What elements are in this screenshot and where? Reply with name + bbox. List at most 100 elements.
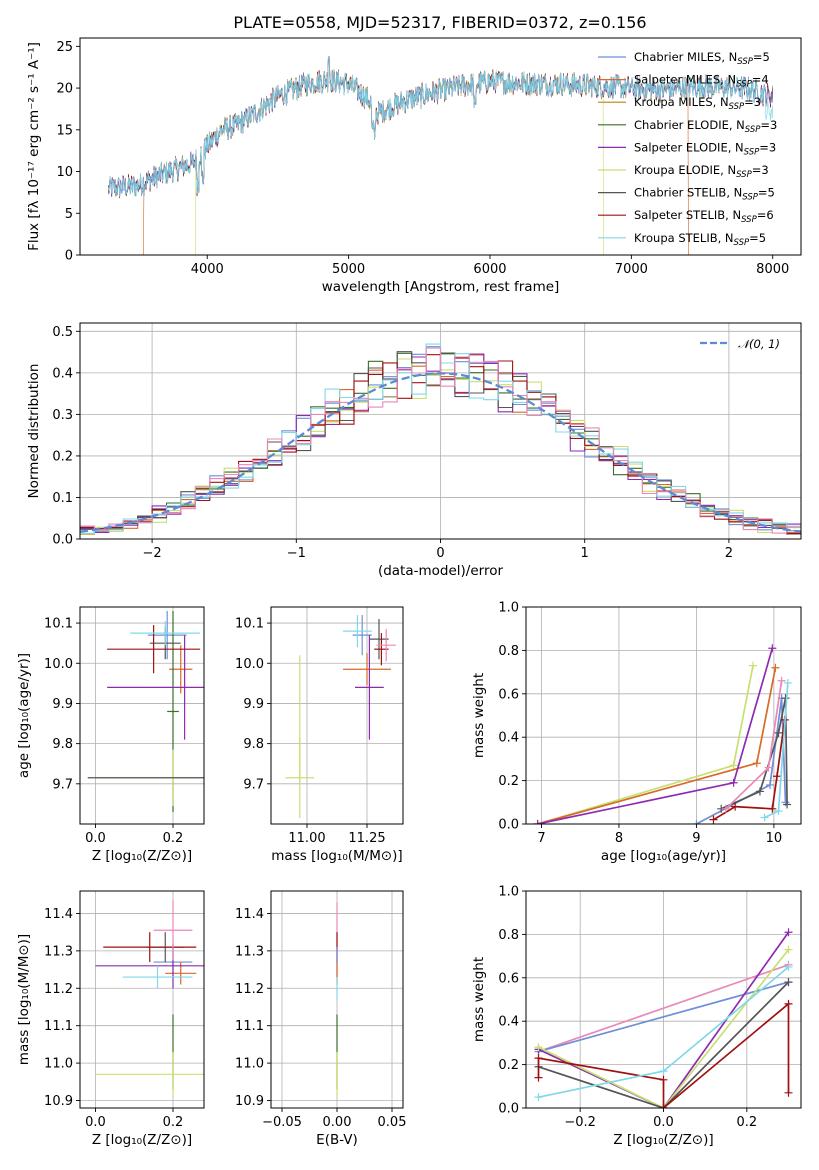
- legend-label-suffix: =6: [757, 208, 774, 222]
- x-tick-label: 5000: [332, 262, 365, 277]
- weight-line: [538, 963, 789, 1053]
- grid-age_vs_Z: [80, 607, 204, 824]
- weight-marker: [764, 763, 773, 772]
- y-tick-label: 10.9: [235, 1094, 264, 1109]
- x-tick-label: 0.00: [323, 1115, 352, 1130]
- x-axis-label: age [log₁₀(age/yr)]: [601, 848, 726, 864]
- y-tick-label: 0.8: [498, 928, 519, 943]
- weight-line: [537, 665, 754, 824]
- weight-marker: [771, 663, 780, 672]
- weight-marker: [659, 1075, 668, 1084]
- x-tick-label: −1: [287, 546, 306, 561]
- plot-root: 4000 5000 6000 7000 80000510152025wavelength…: [16, 37, 802, 1148]
- axes-mass_vs_Z: 0.0 0.2 10.9 11.0 11.1 11.2 11.3 11.4 Z [log₁₀(Z…: [16, 890, 205, 1148]
- spectrum-line: [107, 55, 774, 197]
- weight-marker: [784, 962, 793, 971]
- x-axis-label: (data-model)/error: [378, 563, 504, 579]
- weight-marker: [534, 1043, 543, 1052]
- y-tick-label: 0.4: [52, 366, 73, 381]
- legend-label-sub: SSP: [734, 238, 750, 248]
- y-tick-label: 10.9: [44, 1094, 73, 1109]
- legend-label-main: Chabrier ELODIE, N: [634, 118, 745, 132]
- legend-label-suffix: =3: [744, 95, 761, 109]
- weight-line: [538, 981, 790, 1108]
- plot-area-residual_hist: [80, 343, 801, 535]
- weight-marker: [692, 820, 701, 824]
- x-tick-label: 0.05: [378, 1115, 407, 1130]
- legend: 𝒩(0, 1): [700, 337, 780, 351]
- weight-marker: [783, 800, 792, 809]
- axes-age_vs_Z: 0.0 0.2 9.7 9.8 9.9 10.0 10.1 Z [log₁₀(Z/Z⊙)] ag…: [16, 606, 205, 864]
- weight-marker: [534, 1054, 543, 1063]
- axes-frame: [79, 890, 205, 1109]
- y-tick-label: 0.4: [498, 731, 519, 746]
- legend-label-sub: SSP: [736, 170, 752, 180]
- legend-label-sub: SSP: [729, 102, 745, 112]
- x-tick-label: 0: [436, 546, 444, 561]
- y-tick-label: 11.2: [44, 982, 73, 997]
- y-tick-label: 11.3: [235, 944, 264, 959]
- legend-label: Chabrier ELODIE, NSSP=3: [634, 118, 777, 135]
- legend-label: Salpeter MILES, NSSP=4: [634, 73, 769, 90]
- legend-label: Kroupa STELIB, NSSP=5: [634, 231, 766, 248]
- y-tick-label: 11.4: [235, 907, 264, 922]
- y-axis-label: Normed distribution: [26, 364, 42, 499]
- x-tick-label: −0.2: [564, 1115, 596, 1130]
- x-axis-label: Z [log₁₀(Z/Z⊙)]: [92, 848, 192, 864]
- y-tick-label: 15: [56, 123, 73, 138]
- legend-label-main: Kroupa ELODIE, N: [634, 163, 736, 177]
- weight-marker: [534, 1093, 543, 1102]
- weight-marker: [760, 813, 769, 822]
- x-tick-label: 0.2: [163, 1115, 184, 1130]
- y-tick-label: 9.7: [52, 777, 73, 792]
- y-axis-label: mass [log₁₀(M/M⊙)]: [16, 934, 32, 1065]
- x-tick-label: 10: [766, 831, 783, 846]
- x-tick-label: 4000: [191, 262, 224, 277]
- x-tick-label: 7000: [615, 262, 648, 277]
- x-tick-label: 7: [537, 831, 545, 846]
- axes-frame: [525, 606, 802, 825]
- plot-area-spectrum: [107, 55, 774, 255]
- y-tick-label: 10.1: [235, 617, 264, 632]
- axes-frame: [270, 606, 404, 825]
- weight-marker: [774, 806, 783, 815]
- legend-label: 𝒩(0, 1): [738, 337, 780, 351]
- y-tick-label: 0.6: [498, 687, 519, 702]
- weight-marker: [659, 1067, 668, 1076]
- legend-label-suffix: =3: [752, 163, 769, 177]
- x-axis-label: Z [log₁₀(Z/Z⊙)]: [613, 1132, 713, 1148]
- x-tick-label: −2: [143, 546, 162, 561]
- legend-label-suffix: =5: [758, 186, 775, 200]
- y-axis-label: age [log₁₀(age/yr)]: [16, 653, 32, 778]
- y-tick-label: 10: [56, 165, 73, 180]
- y-tick-label: 5: [65, 207, 73, 222]
- histogram-step: [80, 347, 801, 534]
- legend-label-suffix: =3: [760, 118, 777, 132]
- y-tick-label: 9.8: [243, 737, 264, 752]
- legend-label-main: Salpeter ELODIE, N: [634, 140, 744, 154]
- y-tick-label: 9.8: [52, 737, 73, 752]
- x-tick-label: 0.0: [85, 831, 106, 846]
- x-axis-label: mass [log₁₀(M/M⊙)]: [271, 848, 402, 864]
- legend-label-suffix: =3: [759, 140, 776, 154]
- y-tick-label: 11.0: [44, 1057, 73, 1072]
- weight-marker: [721, 804, 730, 813]
- figure-title: PLATE=0558, MJD=52317, FIBERID=0372, z=0…: [233, 13, 646, 32]
- weight-marker: [781, 694, 790, 703]
- y-tick-label: 0.2: [498, 774, 519, 789]
- y-tick-label: 11.1: [44, 1019, 73, 1034]
- legend-label: Chabrier MILES, NSSP=5: [634, 50, 770, 67]
- normal-curve: [80, 372, 801, 533]
- y-tick-label: 0.5: [52, 325, 73, 340]
- plot-area-age_vs_Z: [87, 611, 204, 812]
- weight-marker: [784, 999, 793, 1008]
- legend-label-main: Salpeter MILES, N: [634, 73, 736, 87]
- y-axis-label: Flux [fλ 10⁻¹⁷ erg cm⁻² s⁻¹ A⁻¹]: [26, 42, 42, 251]
- axes-weight_vs_age: 7 8 9 10 0.0 0.2 0.4 0.6 0.8 1.0 age [log₁₀(age/yr…: [471, 601, 802, 864]
- y-tick-label: 9.9: [52, 697, 73, 712]
- axes-age_vs_mass: 11.00 11.25 9.7 9.8 9.9 10.0 10.1 mass [log₁₀(M…: [235, 606, 404, 864]
- weight-marker: [729, 778, 738, 787]
- legend-label-sub: SSP: [736, 80, 752, 90]
- y-tick-label: 20: [56, 82, 73, 97]
